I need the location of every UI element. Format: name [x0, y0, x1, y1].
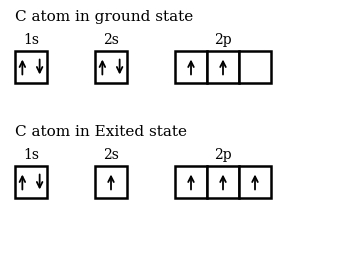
Bar — [207, 51, 239, 83]
Bar — [15, 51, 47, 83]
Text: C atom in ground state: C atom in ground state — [15, 10, 193, 24]
Text: 1s: 1s — [23, 33, 39, 47]
Text: C atom in Exited state: C atom in Exited state — [15, 125, 187, 139]
Bar — [15, 166, 47, 198]
Bar — [175, 166, 207, 198]
Bar — [175, 51, 207, 83]
Bar — [95, 166, 127, 198]
Bar — [239, 51, 271, 83]
Text: 2s: 2s — [103, 148, 119, 162]
Text: 1s: 1s — [23, 148, 39, 162]
Bar — [239, 166, 271, 198]
Bar — [207, 166, 239, 198]
Text: 2s: 2s — [103, 33, 119, 47]
Text: 2p: 2p — [214, 148, 232, 162]
Bar — [95, 51, 127, 83]
Text: 2p: 2p — [214, 33, 232, 47]
